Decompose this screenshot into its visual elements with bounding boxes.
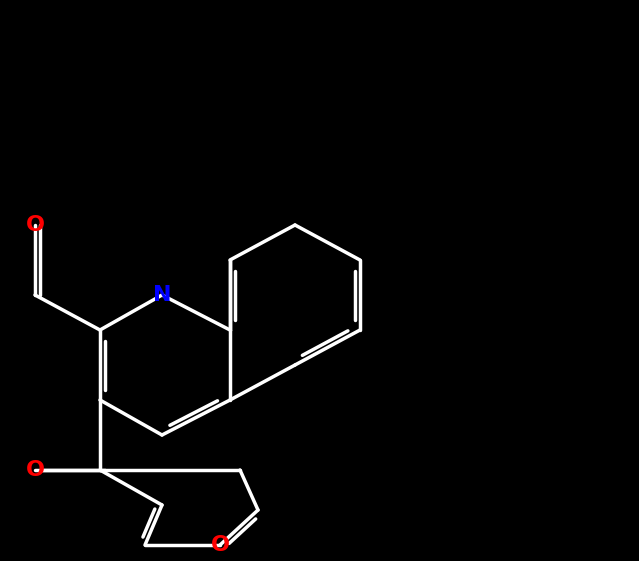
Text: O: O bbox=[210, 535, 229, 555]
Text: N: N bbox=[153, 285, 171, 305]
Text: O: O bbox=[26, 460, 45, 480]
Text: O: O bbox=[26, 215, 45, 235]
